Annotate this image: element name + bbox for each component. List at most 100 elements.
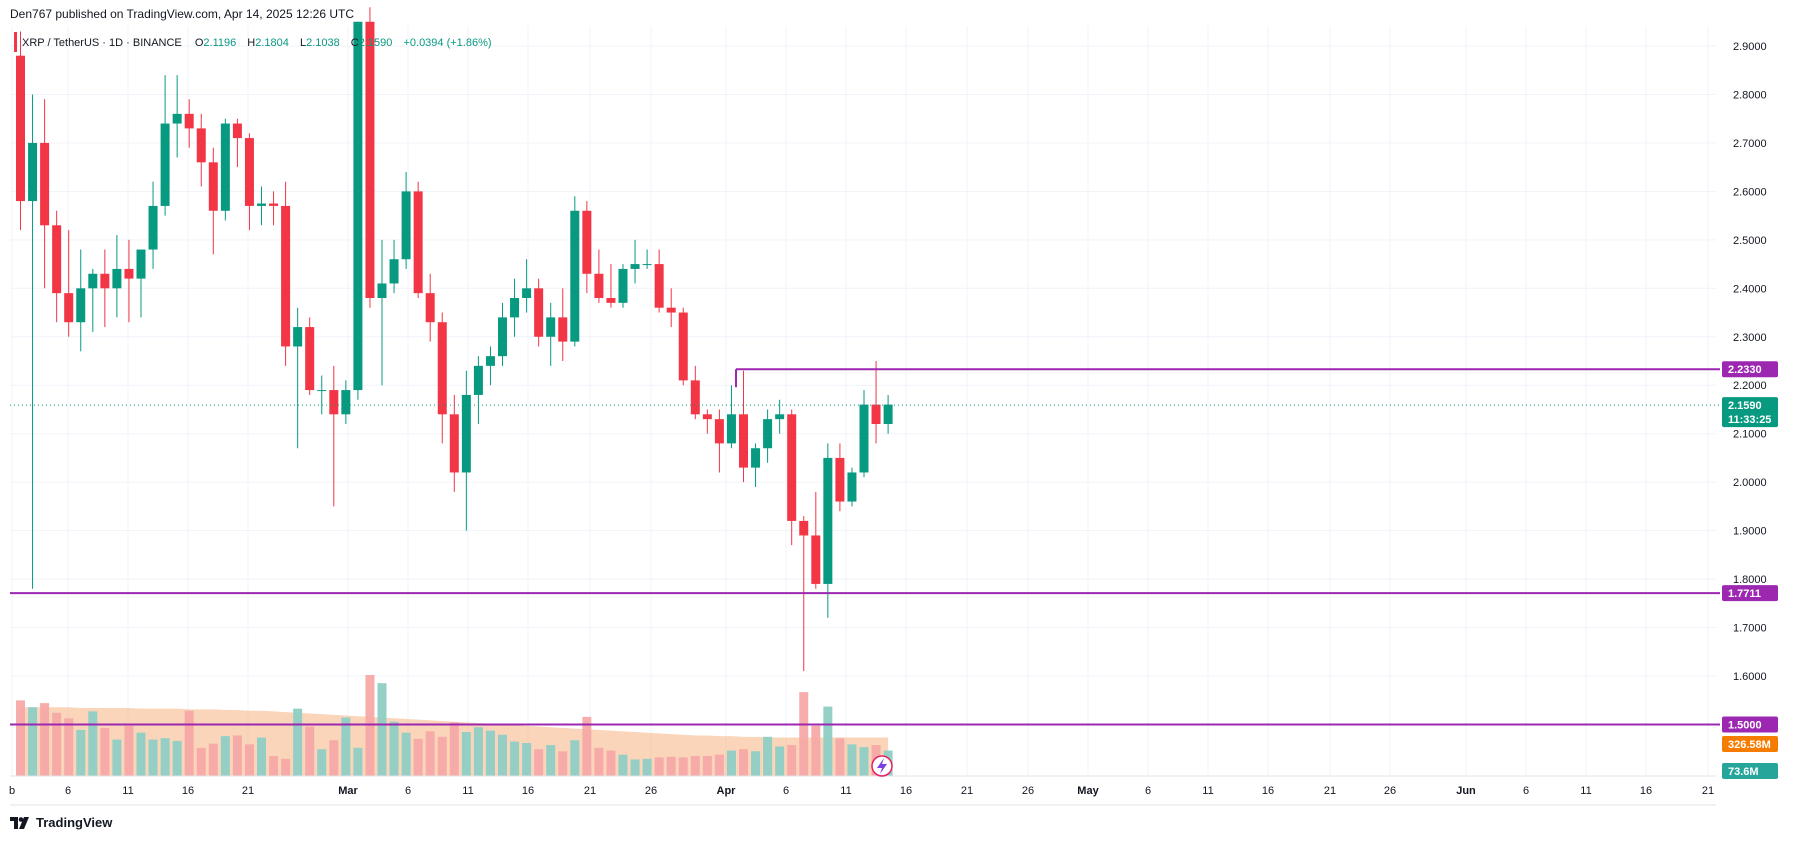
- volume-bar: [305, 726, 315, 776]
- volume-pane: [16, 674, 893, 776]
- volume-bar: [401, 732, 411, 776]
- publisher-line: Den767 published on TradingView.com, Apr…: [10, 7, 355, 21]
- volume-bar: [76, 729, 86, 776]
- volume-bar: [124, 725, 134, 776]
- symbol-line[interactable]: XRP / TetherUS · 1D · BINANCE: [22, 37, 182, 49]
- time-tick-label: 26: [645, 785, 657, 797]
- volume-bar: [52, 712, 62, 776]
- candle-body: [341, 390, 351, 415]
- candle-body: [799, 520, 809, 536]
- volume-bar: [799, 692, 809, 776]
- volume-bar: [353, 747, 363, 776]
- volume-bar: [690, 756, 700, 776]
- time-tick-label: 16: [1262, 785, 1274, 797]
- volume-bar: [136, 732, 146, 776]
- candle-body: [160, 123, 170, 206]
- time-tick-label: 26: [1384, 785, 1396, 797]
- candle-body: [787, 414, 797, 521]
- time-axis: b 6 11 16 21 Mar 6 11 16 21 26 Apr 6 11 16 21 26 May 6 11 16…: [9, 775, 1716, 806]
- time-tick-label: 16: [182, 785, 194, 797]
- volume-bar: [739, 749, 748, 776]
- candle-body: [485, 356, 495, 366]
- volume-bar: [425, 731, 435, 776]
- candle-body: [751, 448, 761, 468]
- time-tick-label: Apr: [717, 785, 737, 797]
- candle-body: [883, 404, 893, 424]
- level-badge-resistance-bg: [1722, 361, 1778, 378]
- candle-body: [449, 414, 459, 473]
- candle-body: [461, 394, 471, 473]
- volume-bar: [823, 706, 833, 776]
- time-tick-label: 21: [1324, 785, 1336, 797]
- volume-bar: [329, 740, 339, 776]
- volume-bar: [196, 747, 206, 776]
- volume-bar: [775, 746, 785, 776]
- time-tick-label: 11: [1202, 785, 1213, 797]
- brand-name: TradingView: [36, 815, 113, 830]
- close-label: C: [351, 37, 359, 49]
- candle-body: [220, 123, 230, 211]
- time-tick-label: 16: [522, 785, 534, 797]
- volume-badge: 73.6M: [1722, 763, 1778, 779]
- time-tick-label: 16: [1640, 785, 1652, 797]
- volume-bar: [28, 707, 38, 776]
- candle-body: [88, 273, 98, 289]
- candle-body: [847, 472, 857, 502]
- volume-bar: [293, 708, 303, 776]
- price-tick-label: 2.6000: [1733, 186, 1767, 198]
- candle-body: [690, 380, 700, 415]
- high-value: 2.1804: [255, 37, 289, 49]
- candle-body: [618, 268, 628, 303]
- candle-body: [293, 327, 303, 347]
- candle-body: [148, 205, 158, 250]
- volume-bar: [594, 747, 604, 776]
- candle-body: [871, 404, 881, 424]
- volume-bar: [208, 743, 218, 776]
- candle-body: [702, 414, 712, 420]
- candle-body: [269, 203, 279, 206]
- candle-body: [281, 205, 291, 347]
- price-tick-label: 2.9000: [1733, 41, 1767, 53]
- candle-body: [184, 113, 194, 129]
- candle-body: [317, 390, 327, 392]
- time-tick-label: 11: [840, 785, 851, 797]
- volume-bar: [847, 744, 857, 776]
- price-tick-label: 2.1000: [1733, 429, 1767, 441]
- volume-bar: [377, 683, 387, 776]
- time-tick-label: 6: [1145, 785, 1151, 797]
- level-badge-support-text: 1.7711: [1728, 588, 1761, 600]
- close-value: 2.1590: [359, 37, 393, 49]
- volume-bar: [232, 735, 242, 776]
- legend-marker: [14, 32, 17, 52]
- current-price-badge-bg: [1722, 397, 1778, 428]
- candle-body: [654, 264, 664, 308]
- candle-body: [666, 307, 676, 313]
- volume-bar: [763, 736, 773, 776]
- volume-bar: [582, 716, 592, 776]
- candle-body: [389, 259, 399, 284]
- candle-body: [76, 288, 86, 323]
- level-badge-support-bg: [1722, 585, 1778, 602]
- candle-body: [244, 138, 254, 206]
- price-tick-label: 2.5000: [1733, 235, 1767, 247]
- price-axis: 2.9000 2.8000 2.7000 2.6000 2.5000 2.4000 2.30…: [1722, 41, 1778, 779]
- volume-bar: [835, 738, 845, 776]
- volume-bar: [365, 674, 375, 776]
- lightning-icon[interactable]: [871, 755, 893, 777]
- candle-body: [714, 419, 724, 444]
- time-tick-label: 21: [961, 785, 973, 797]
- candle-body: [763, 419, 773, 449]
- volume-bar: [678, 757, 688, 776]
- volume-bar: [606, 750, 616, 776]
- volume-ma-badge: 326.58M: [1722, 736, 1778, 752]
- level-badge-support: 1.7711: [1722, 585, 1778, 602]
- candle-body: [16, 55, 25, 202]
- volume-bar: [726, 750, 736, 776]
- volume-bar: [618, 754, 628, 776]
- candlestick-series: [16, 7, 893, 672]
- volume-bar: [498, 734, 507, 776]
- candle-body: [498, 317, 507, 357]
- volume-bar: [654, 757, 664, 776]
- high-label: H: [247, 37, 255, 49]
